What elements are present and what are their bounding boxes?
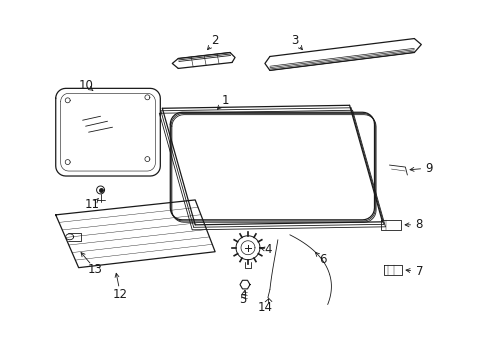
Text: 9: 9: [425, 162, 432, 175]
Text: 4: 4: [264, 243, 271, 256]
Text: 8: 8: [415, 218, 422, 231]
Text: 3: 3: [290, 34, 298, 47]
Text: 6: 6: [318, 253, 326, 266]
Text: 10: 10: [78, 79, 93, 92]
Text: 5: 5: [239, 293, 246, 306]
Text: 11: 11: [85, 198, 100, 211]
Text: 7: 7: [415, 265, 422, 278]
Text: 14: 14: [257, 301, 272, 314]
Text: 2: 2: [211, 34, 219, 47]
Text: 1: 1: [221, 94, 228, 107]
Text: 12: 12: [113, 288, 128, 301]
Text: 13: 13: [88, 263, 103, 276]
